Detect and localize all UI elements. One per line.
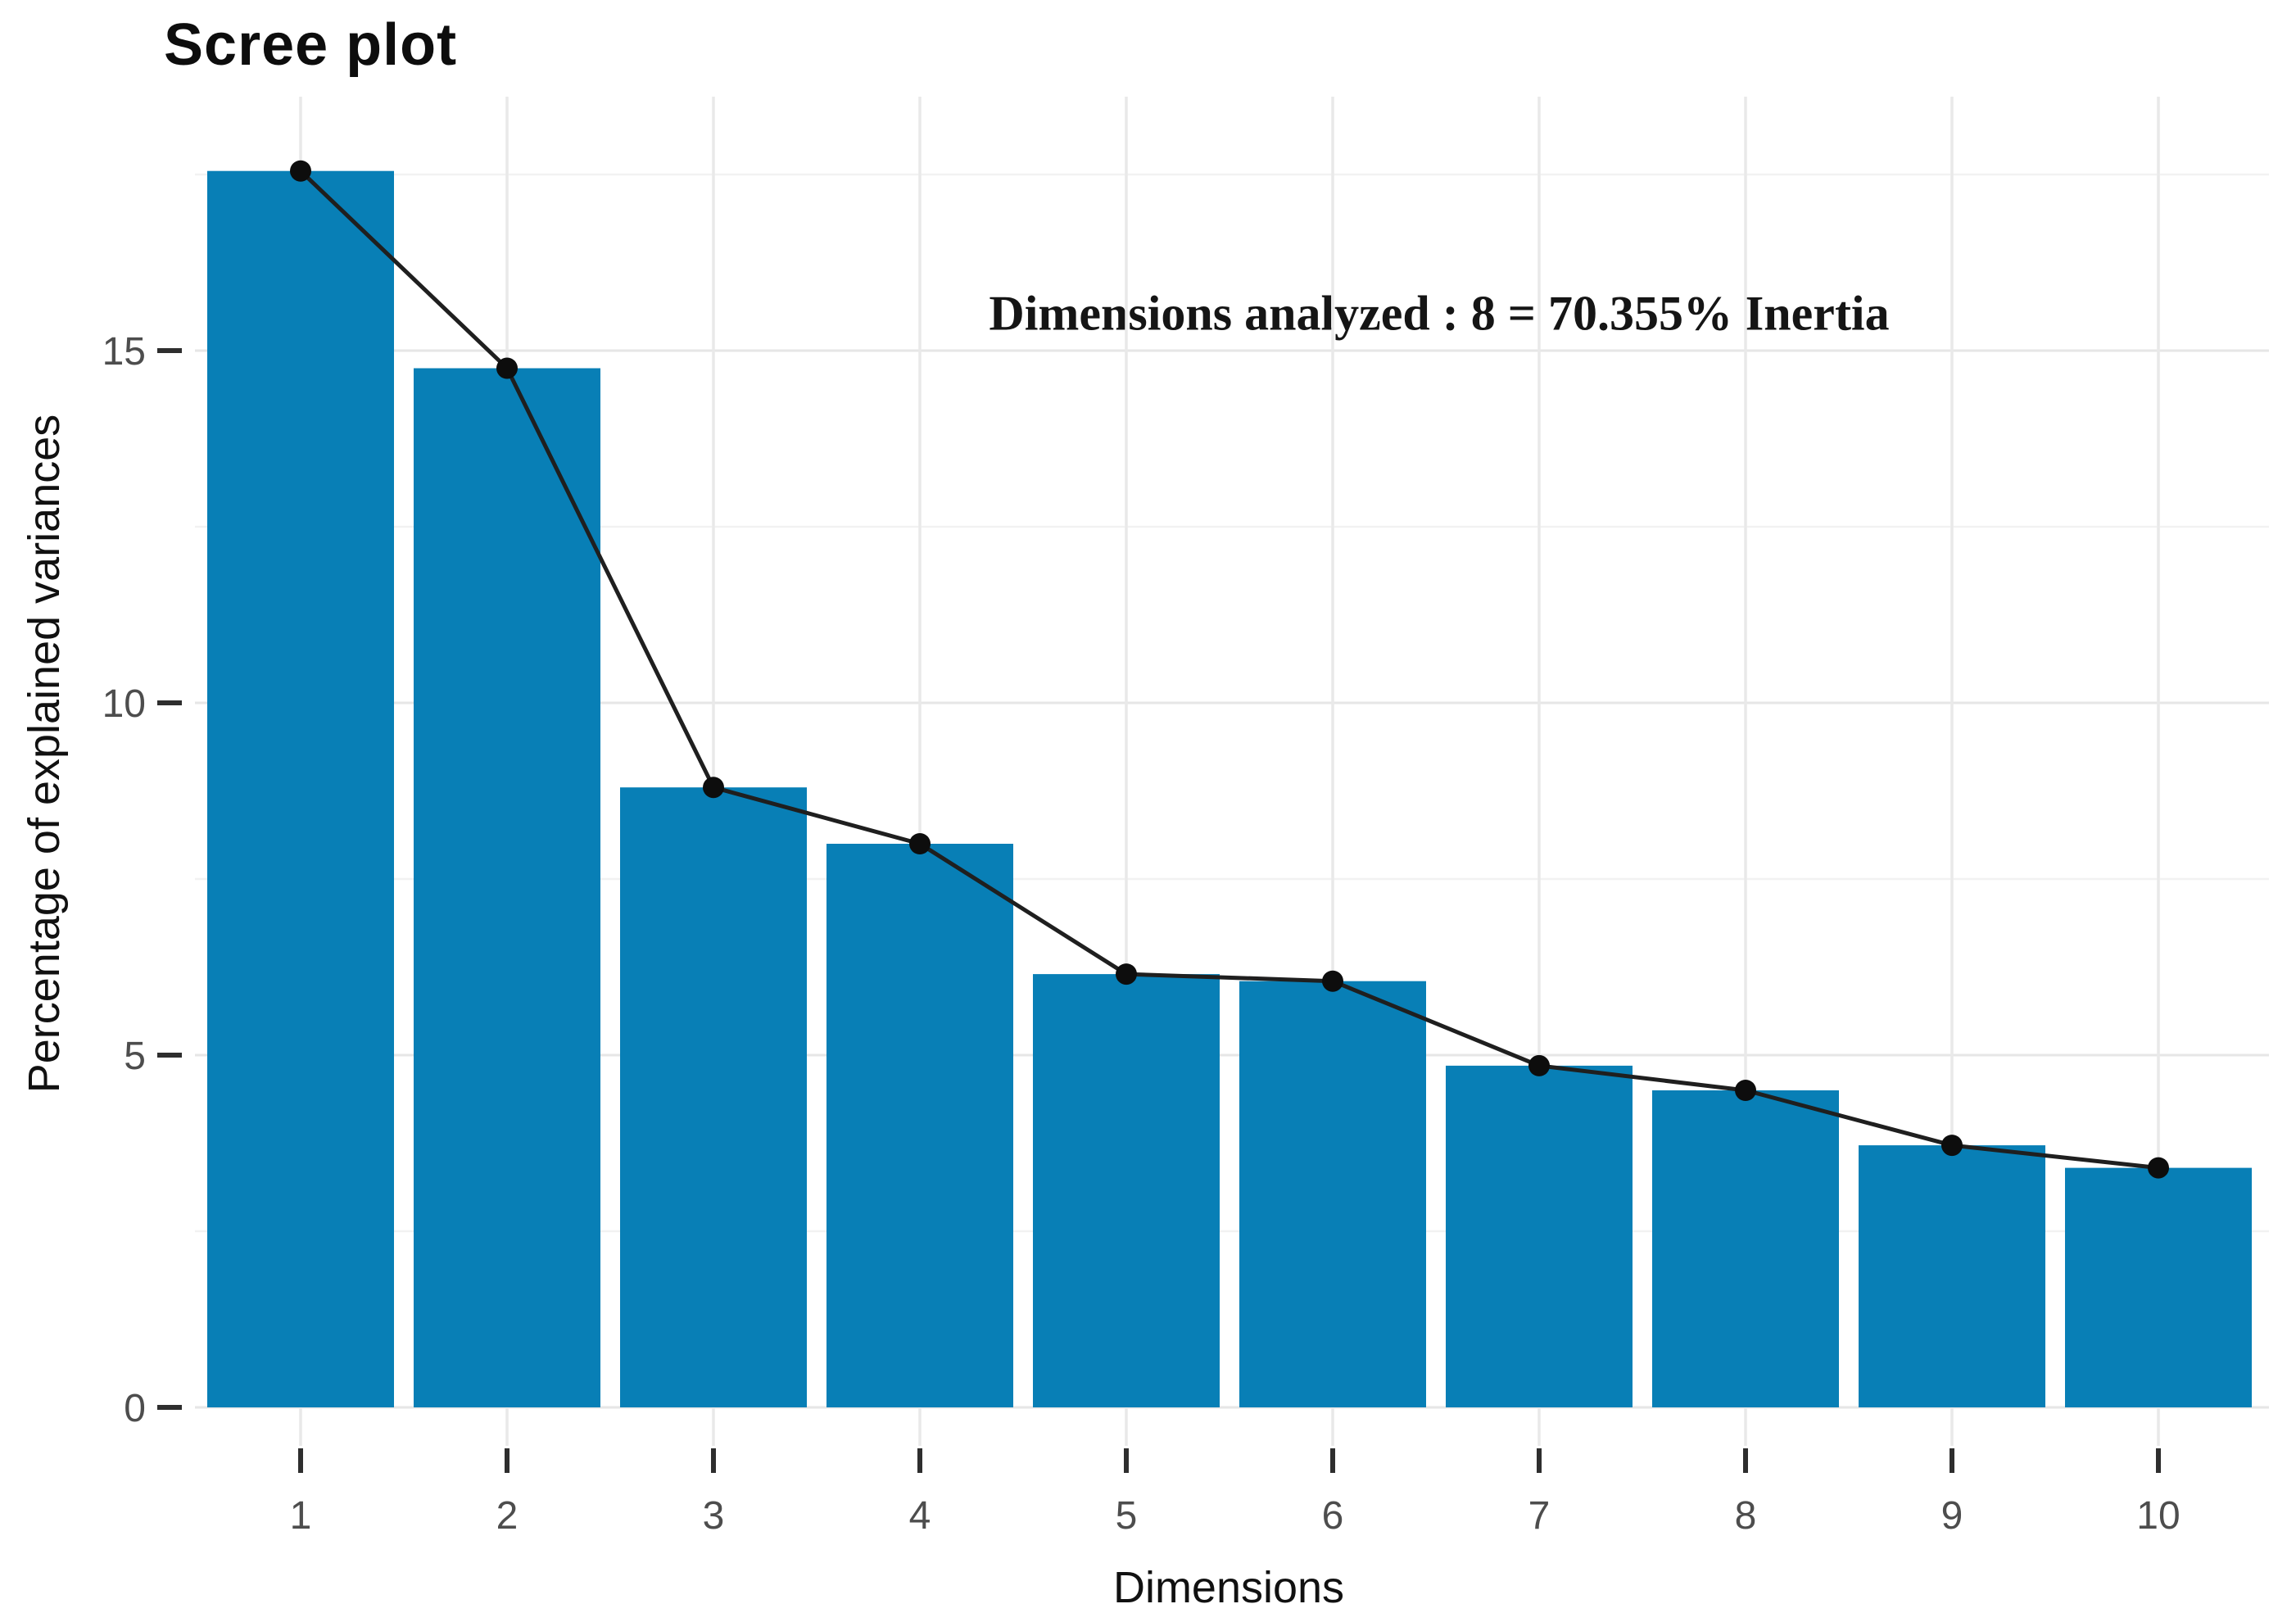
- bar-dimension-4: [826, 844, 1013, 1407]
- x-tick-label-10: 10: [2136, 1494, 2180, 1538]
- y-tick-label-0: 0: [124, 1387, 146, 1430]
- bar-dimension-2: [414, 368, 600, 1407]
- bar-dimension-1: [207, 170, 394, 1408]
- x-tick-label-4: 4: [909, 1494, 931, 1538]
- bar-dimension-7: [1446, 1065, 1633, 1407]
- x-tick-label-1: 1: [290, 1494, 312, 1538]
- y-tick-label-10: 10: [102, 682, 146, 726]
- bar-dimension-8: [1652, 1090, 1839, 1407]
- point-dimension-1: [290, 160, 311, 182]
- y-tick-label-5: 5: [124, 1035, 146, 1078]
- bar-dimension-5: [1033, 974, 1220, 1407]
- variance-line: [299, 169, 2159, 1171]
- point-dimension-4: [909, 833, 931, 854]
- x-tick-label-7: 7: [1528, 1494, 1551, 1538]
- point-dimension-2: [496, 357, 518, 379]
- point-dimension-9: [1941, 1135, 1963, 1157]
- x-tick-label-8: 8: [1735, 1494, 1757, 1538]
- bar-dimension-6: [1239, 981, 1426, 1407]
- bar-dimension-3: [620, 787, 807, 1407]
- x-tick-label-2: 2: [496, 1494, 519, 1538]
- point-dimension-6: [1322, 970, 1343, 992]
- x-tick-label-9: 9: [1941, 1494, 1963, 1538]
- inertia-annotation: Dimensions analyzed : 8 = 70.355% Inerti…: [989, 286, 1890, 341]
- x-tick-label-3: 3: [703, 1494, 725, 1538]
- x-tick-label-6: 6: [1322, 1494, 1344, 1538]
- y-tick-label-15: 15: [102, 330, 146, 374]
- point-dimension-8: [1735, 1080, 1756, 1101]
- bar-dimension-9: [1859, 1145, 2045, 1407]
- x-axis-title: Dimensions: [1112, 1563, 1345, 1612]
- bar-dimension-10: [2065, 1167, 2252, 1407]
- point-dimension-5: [1116, 963, 1137, 985]
- point-dimension-7: [1528, 1054, 1550, 1076]
- point-dimension-3: [703, 777, 724, 799]
- x-tick-label-5: 5: [1116, 1494, 1138, 1538]
- point-dimension-10: [2148, 1157, 2169, 1179]
- chart-title: Scree plot: [164, 12, 458, 78]
